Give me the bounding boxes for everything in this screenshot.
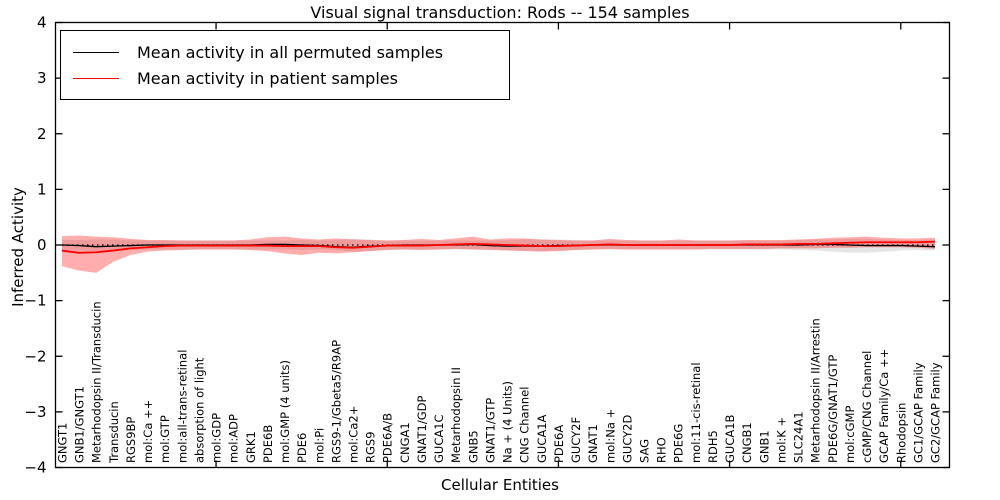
x-category-label: GUCA1B [723, 414, 737, 463]
x-category-label: SLC24A1 [792, 411, 806, 463]
x-category-label: absorption of light [192, 357, 206, 463]
x-category-label: SAG [638, 439, 652, 463]
x-category-label: PDE6A/B [381, 413, 395, 463]
x-category-label: mol:GTP [158, 415, 172, 463]
x-category-label: Metarhodopsin II/Transducin [90, 301, 104, 463]
x-category-label: GRK1 [244, 431, 258, 463]
x-category-label: mol:Ca2+ [347, 406, 361, 463]
x-category-label: GNGT1 [56, 423, 70, 463]
x-category-label: Metarhodopsin II/Arrestin [809, 318, 823, 463]
x-category-label: PDE6G [672, 424, 686, 463]
y-tick-label: 4 [37, 14, 47, 32]
x-category-label: mol:all-trans-retinal [175, 350, 189, 463]
chart-title: Visual signal transduction: Rods -- 154 … [310, 3, 690, 22]
y-tick-label: 0 [37, 236, 47, 254]
x-category-label: Rhodopsin [894, 403, 908, 463]
patient-std-band [62, 235, 935, 273]
x-axis-title: Cellular Entities [441, 476, 559, 494]
x-category-label: mol:GMP (4 units) [278, 360, 292, 463]
x-category-label: GNB5 [466, 430, 480, 463]
x-category-label: GNB1/GNGT1 [73, 386, 87, 463]
legend: Mean activity in all permuted samples Me… [60, 30, 510, 100]
x-category-label: PDE6B [261, 425, 275, 463]
x-category-label: GUCA1C [432, 414, 446, 463]
x-category-label: GUCY2F [569, 417, 583, 463]
x-category-label: CNG Channel [518, 387, 532, 463]
x-category-label: GUCY2D [620, 415, 634, 463]
legend-item-permuted: Mean activity in all permuted samples [73, 39, 499, 65]
x-category-label: GNAT1/GDP [415, 396, 429, 463]
x-category-label: mol:11-cis-retinal [689, 362, 703, 463]
x-category-label: mol:GDP [210, 413, 224, 463]
y-tick-label: 1 [37, 180, 47, 198]
x-category-label: GNB1 [757, 430, 771, 463]
x-category-label: Transducin [107, 401, 121, 464]
x-category-label: Metarhodopsin II [449, 367, 463, 463]
x-category-label: mol:ADP [227, 414, 241, 463]
x-category-label: GNAT1 [586, 424, 600, 463]
legend-line-sample-patient [73, 77, 119, 79]
x-category-label: PDE6A [552, 425, 566, 463]
x-category-label: mol:Pi [312, 428, 326, 463]
x-category-label: Na + (4 Units) [501, 381, 515, 463]
legend-label: Mean activity in all permuted samples [137, 42, 444, 62]
x-category-label: CNGB1 [740, 422, 754, 463]
x-category-label: GC2/GCAP Family [929, 362, 943, 463]
legend-item-patient: Mean activity in patient samples [73, 65, 499, 91]
x-category-label: RGS9BP [124, 417, 138, 463]
x-category-label: GCAP Family/Ca ++ [877, 349, 891, 463]
x-category-label: mol:Na + [603, 409, 617, 463]
x-category-label: RGS9 [364, 431, 378, 463]
y-tick-label: −3 [24, 403, 46, 421]
x-category-label: GC1/GCAP Family [911, 362, 925, 463]
y-tick-label: 2 [37, 125, 47, 143]
x-category-label: mol:cGMP [843, 406, 857, 463]
x-category-label: CNGA1 [398, 422, 412, 463]
y-tick-label: −1 [24, 292, 46, 310]
x-category-label: GNAT1/GTP [483, 398, 497, 463]
x-category-label: cGMP/CNG Channel [860, 351, 874, 463]
legend-line-sample-permuted [73, 51, 119, 53]
legend-label: Mean activity in patient samples [137, 68, 398, 88]
y-tick-label: 3 [37, 69, 47, 87]
x-category-label: RDH5 [706, 430, 720, 463]
x-category-label: GUCA1A [535, 414, 549, 463]
x-category-label: mol:Ca ++ [141, 400, 155, 463]
x-category-label: PDE6 [295, 433, 309, 463]
x-category-label: mol:K + [774, 417, 788, 463]
x-category-label: RHO [655, 437, 669, 463]
y-tick-label: −4 [24, 459, 46, 477]
y-tick-label: −2 [24, 347, 46, 365]
x-category-label: PDE6G/GNAT1/GTP [826, 355, 840, 463]
y-axis-title: Inferred Activity [9, 187, 27, 307]
patient-mean-line [61, 240, 936, 254]
x-category-label: RGS9-1/Gbeta5/R9AP [329, 340, 343, 463]
